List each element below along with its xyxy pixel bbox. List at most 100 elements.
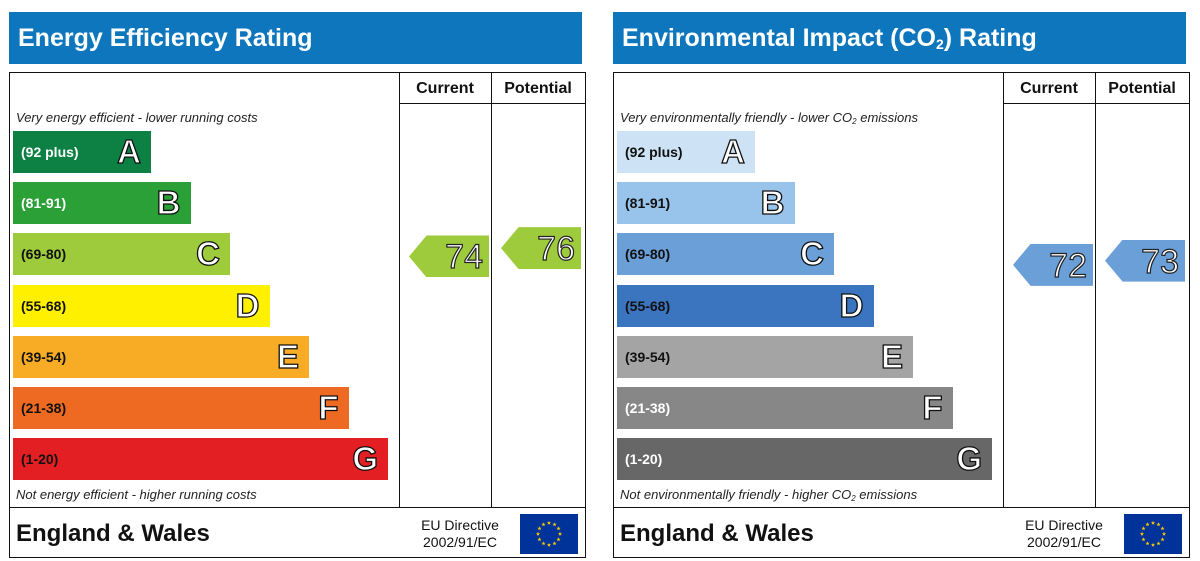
bottom-note: Not energy efficient - higher running co… — [16, 487, 257, 502]
band-letter: G — [352, 440, 379, 478]
band-d: (55-68) D — [13, 284, 270, 327]
eu-star-icon — [541, 541, 546, 546]
band-c: (69-80) C — [617, 233, 834, 276]
band-letter: C — [196, 235, 221, 273]
band-letter: F — [318, 388, 339, 426]
footer-directive: EU Directive 2002/91/EC — [1004, 517, 1124, 551]
eu-star-icon — [1141, 526, 1146, 531]
band-range-label: (39-54) — [21, 348, 67, 365]
band-letter: D — [235, 286, 260, 324]
directive-line-2: 2002/91/EC — [423, 534, 497, 550]
band-b: (81-91) B — [13, 182, 191, 225]
band-letter: E — [276, 337, 299, 375]
band-letter: C — [800, 235, 825, 273]
rating-frame: Current Potential Very energy efficient … — [9, 72, 586, 558]
band-letter: A — [117, 132, 142, 170]
top-note: Very energy efficient - lower running co… — [16, 110, 258, 125]
directive-line-1: EU Directive — [421, 517, 499, 533]
eu-star-icon — [1145, 522, 1150, 527]
band-a: (92 plus) A — [13, 131, 151, 173]
header-divider — [399, 103, 585, 104]
potential-rating-arrow: 76 — [501, 227, 581, 270]
band-c: (69-80) C — [13, 233, 230, 276]
column-header-potential: Potential — [504, 80, 572, 97]
eu-star-icon — [537, 526, 542, 531]
band-letter: A — [721, 132, 746, 170]
footer-country: England & Wales — [620, 520, 814, 547]
title-end: ) Rating — [943, 24, 1037, 52]
band-range-label: (81-91) — [21, 195, 67, 212]
band-e: (39-54) E — [13, 335, 309, 378]
eu-star-icon — [1160, 526, 1165, 531]
title-main: Environmental Impact (CO — [622, 24, 936, 52]
divider-current — [399, 73, 400, 507]
directive-line-1: EU Directive — [1025, 517, 1103, 533]
band-e: (39-54) E — [617, 335, 913, 378]
potential-rating-arrow: 73 — [1105, 239, 1185, 282]
eu-flag-icon — [520, 514, 578, 554]
band-letter: B — [156, 184, 181, 222]
bottom-note: Not environmentally friendly - higher CO… — [620, 487, 918, 503]
band-letter: B — [760, 184, 785, 222]
band-g: (1-20) G — [13, 438, 388, 481]
panel-title: Energy Efficiency Rating — [9, 12, 582, 64]
band-range-label: (55-68) — [21, 297, 67, 314]
band-b: (81-91) B — [617, 182, 795, 225]
current-rating-value: 74 — [445, 238, 484, 277]
panel-title: Environmental Impact (CO2) Rating — [613, 12, 1186, 64]
eu-star-icon — [1161, 531, 1167, 536]
eu-star-icon — [1156, 541, 1161, 546]
eu-star-icon — [1160, 537, 1165, 542]
eu-star-icon — [1150, 520, 1156, 525]
divider-potential — [491, 73, 492, 507]
eu-star-icon — [552, 541, 557, 546]
current-rating-arrow: 72 — [1013, 243, 1093, 286]
band-letter: G — [956, 440, 983, 478]
potential-rating-value: 76 — [537, 230, 576, 269]
band-f: (21-38) F — [13, 387, 349, 429]
band-letter: E — [880, 337, 903, 375]
top-note: Very environmentally friendly - lower CO… — [620, 110, 919, 126]
footer-divider — [10, 507, 585, 508]
eu-star-icon — [556, 537, 561, 542]
footer-divider — [614, 507, 1189, 508]
eu-star-icon — [1150, 542, 1156, 547]
band-a: (92 plus) A — [617, 131, 755, 173]
band-g: (1-20) G — [617, 438, 992, 481]
footer-country: England & Wales — [16, 520, 210, 547]
environmental-impact-panel: Environmental Impact (CO2) Rating Curren… — [613, 12, 1190, 558]
eu-star-icon — [1141, 537, 1146, 542]
eu-star-icon — [552, 522, 557, 527]
band-range-label: (69-80) — [21, 246, 67, 263]
band-range-label: (92 plus) — [625, 144, 683, 160]
energy-efficiency-panel: Energy Efficiency Rating Current Potenti… — [9, 12, 586, 558]
band-range-label: (1-20) — [625, 451, 663, 468]
band-range-label: (21-38) — [21, 400, 67, 416]
potential-rating-value: 73 — [1141, 242, 1180, 281]
eu-star-icon — [541, 522, 546, 527]
eu-star-icon — [537, 537, 542, 542]
band-range-label: (81-91) — [625, 195, 671, 212]
eu-star-icon — [1139, 531, 1145, 536]
divider-potential — [1095, 73, 1096, 507]
band-letter: D — [839, 286, 864, 324]
header-divider — [1003, 103, 1189, 104]
eu-star-icon — [557, 531, 563, 536]
band-f: (21-38) F — [617, 387, 953, 429]
band-range-label: (39-54) — [625, 348, 671, 365]
eu-star-icon — [556, 526, 561, 531]
divider-current — [1003, 73, 1004, 507]
eu-star-icon — [535, 531, 541, 536]
band-range-label: (1-20) — [21, 451, 59, 468]
column-header-current: Current — [1020, 80, 1078, 97]
column-header-current: Current — [416, 80, 474, 97]
band-letter: F — [922, 388, 943, 426]
eu-star-icon — [1145, 541, 1150, 546]
rating-frame: Current Potential Very environmentally f… — [613, 72, 1190, 558]
band-range-label: (55-68) — [625, 297, 671, 314]
current-rating-value: 72 — [1049, 246, 1088, 285]
eu-star-icon — [1156, 522, 1161, 527]
eu-star-icon — [546, 520, 552, 525]
title-subscript: 2 — [935, 36, 944, 52]
band-range-label: (92 plus) — [21, 144, 79, 160]
